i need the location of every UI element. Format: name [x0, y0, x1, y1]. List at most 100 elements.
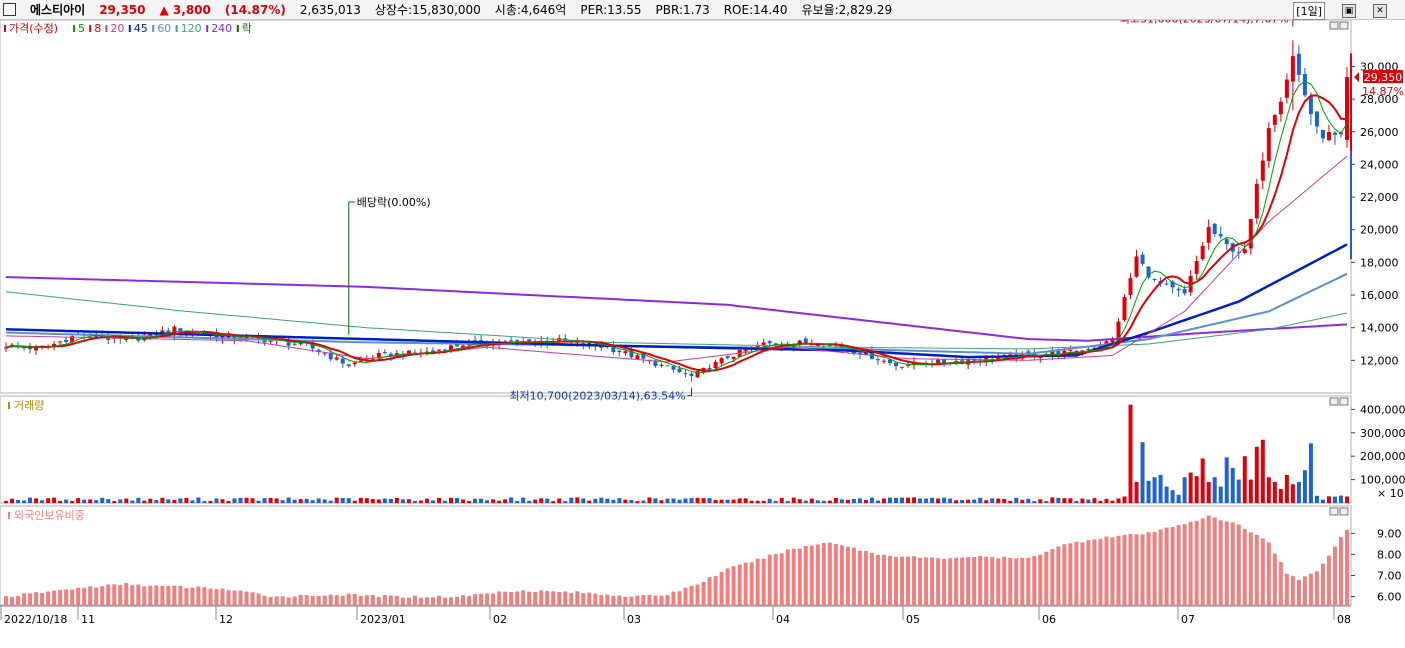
- foreign-ratio-bar: [1296, 579, 1301, 605]
- candle-body: [1116, 321, 1121, 342]
- volume-bar: [701, 498, 706, 503]
- volume-bar: [593, 498, 598, 503]
- candle-body: [268, 340, 273, 342]
- foreign-ratio-bar: [100, 586, 105, 605]
- volume-bar: [382, 498, 387, 503]
- volume-bar: [352, 500, 357, 503]
- volume-bar: [665, 498, 670, 503]
- candle-body: [900, 366, 905, 368]
- foreign-ratio-bar: [1056, 546, 1061, 605]
- legend-item: 5: [78, 22, 85, 35]
- candle-body: [1068, 349, 1073, 351]
- candles: [4, 40, 1349, 382]
- restore-icon[interactable]: ▣: [1342, 4, 1356, 18]
- foreign-ratio-bar: [418, 597, 423, 605]
- legend-swatch: [105, 25, 108, 32]
- foreign-ratio-bar: [250, 592, 255, 605]
- ma-120-line: [5, 291, 1348, 350]
- foreign-ratio-bar: [611, 595, 616, 605]
- stock-chart[interactable]: 12,000 14,000 16,000 18,000 20,000 22,000 24,0…: [0, 20, 1405, 648]
- foreign-ratio-bar: [954, 557, 959, 605]
- candle-body: [713, 361, 718, 369]
- x-tick-label: 02: [493, 613, 507, 626]
- volume-bar: [1020, 499, 1025, 503]
- x-tick-label: 2022/10/18: [4, 613, 67, 626]
- candle-body: [424, 351, 429, 353]
- volume-bar: [635, 501, 640, 503]
- close-icon[interactable]: ✕: [1373, 4, 1387, 18]
- select-checkbox[interactable]: [3, 3, 16, 16]
- foreign-ratio-bar: [791, 548, 796, 605]
- candle-body: [815, 344, 820, 346]
- volume-bar: [533, 499, 538, 503]
- volume-bar: [232, 498, 237, 503]
- candle-body: [1152, 278, 1157, 280]
- volume-bar: [1236, 479, 1241, 503]
- candle-body: [352, 362, 357, 365]
- legend-swatch: [152, 25, 155, 32]
- foreign-ratio-bar: [851, 547, 856, 605]
- volume-bar: [448, 497, 453, 503]
- candle-body: [1182, 288, 1187, 294]
- foreign-ratio-bar: [358, 595, 363, 605]
- volume-bar: [340, 497, 345, 503]
- legend-swatch: [128, 25, 131, 32]
- ma-8-line: [5, 94, 1348, 372]
- foreign-ratio-bar: [1098, 538, 1103, 605]
- x-tick-label: 08: [1337, 613, 1351, 626]
- foreign-ratio-bar: [94, 587, 99, 605]
- legend-item: 120: [181, 22, 202, 35]
- candle-body: [178, 328, 183, 333]
- candle-body: [1200, 245, 1205, 260]
- foreign-ratio-bar: [1080, 542, 1085, 605]
- volume-bar: [142, 500, 147, 503]
- period-selector[interactable]: [1일]: [1293, 2, 1325, 20]
- candle-body: [1236, 252, 1241, 254]
- volume-bar: [930, 497, 935, 503]
- candle-body: [1176, 288, 1181, 291]
- ma-20-line: [5, 155, 1348, 363]
- candle-body: [1296, 53, 1301, 75]
- volume-bar: [274, 498, 279, 503]
- volume-bar: [310, 500, 315, 503]
- volume-bar: [1248, 479, 1253, 503]
- volume-bar: [40, 500, 45, 503]
- volume-bar: [358, 497, 363, 503]
- foreign-ratio-bar: [76, 587, 81, 605]
- foreign-ratio-bar: [701, 581, 706, 605]
- legend-item: 240: [211, 22, 232, 35]
- legend-item: 락: [242, 22, 252, 35]
- foreign-ratio-bar: [124, 582, 129, 605]
- foreign-ratio-bar: [924, 557, 929, 605]
- foreign-ratio-bar: [142, 586, 147, 605]
- foreign-ratio-bar: [990, 557, 995, 605]
- foreign-ratio-bar: [46, 591, 51, 605]
- foreign-ratio-bar: [803, 546, 808, 605]
- foreign-ratio-bar: [1278, 562, 1283, 605]
- volume-bar: [292, 499, 297, 503]
- roe-value: ROE:14.40: [723, 2, 788, 17]
- volume-bar: [22, 500, 27, 503]
- volume-bar: [984, 500, 989, 503]
- candle-body: [665, 365, 670, 367]
- foreign-ratio-bar: [352, 593, 357, 605]
- volume-bar: [94, 500, 99, 503]
- candle-body: [286, 342, 291, 346]
- foreign-ratio-bar: [623, 596, 628, 605]
- stock-name: 에스티아이: [30, 3, 86, 17]
- panel-maximize-icon: [1339, 507, 1349, 516]
- volume-bar: [1086, 499, 1091, 503]
- candle-body: [52, 343, 57, 347]
- foreign-ratio-bar: [322, 595, 327, 605]
- candle-body: [1308, 95, 1313, 115]
- foreign-ratio-bar: [761, 558, 766, 605]
- foreign-ratio-bar: [430, 597, 435, 605]
- foreign-ratio-bar: [972, 557, 977, 605]
- legend-item: 20: [110, 22, 124, 35]
- candle-body: [473, 340, 478, 342]
- foreign-ratio-bar: [671, 591, 676, 605]
- foreign-ratio-bar: [1200, 518, 1205, 605]
- volume-bar: [1290, 484, 1295, 503]
- volume-bar: [1122, 496, 1127, 503]
- x-tick-label: 06: [1042, 613, 1056, 626]
